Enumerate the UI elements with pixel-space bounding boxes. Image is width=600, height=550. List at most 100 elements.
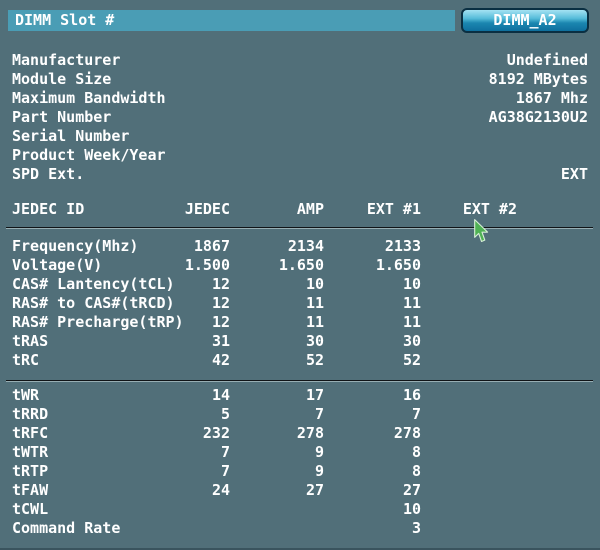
table-row: tRTP 7 9 8 (0, 462, 600, 481)
timing-row-value: 30 (402, 332, 421, 350)
timing-row-value: 9 (314, 443, 324, 461)
timing-row-value: 11 (402, 313, 421, 331)
info-row-label: Module Size (12, 70, 112, 88)
timing-row-label: Command Rate (12, 519, 121, 537)
timing-row-value: 30 (305, 332, 324, 350)
table-row: tWR 14 17 16 (0, 386, 600, 405)
timing-row-value: 8 (411, 443, 421, 461)
table-row: Frequency(Mhz) 1867 2134 2133 (0, 237, 600, 256)
table-row: tRAS 31 30 30 (0, 332, 600, 351)
table-row: RAS# to CAS#(tRCD) 12 11 11 (0, 294, 600, 313)
timing-row-value: 31 (211, 332, 230, 350)
separator-sections (6, 380, 593, 381)
jedec-header-row: JEDEC ID JEDEC AMP EXT #1 EXT #2 (0, 200, 600, 219)
timing-row-value: 12 (211, 275, 230, 293)
timing-row-value: 8 (411, 462, 421, 480)
timing-row-label: RAS# Precharge(tRP) (12, 313, 184, 331)
info-row: Maximum Bandwidth 1867 Mhz (0, 89, 600, 108)
timing-row-value: 1.650 (375, 256, 421, 274)
table-row: tRFC 232 278 278 (0, 424, 600, 443)
timing-row-value: 232 (202, 424, 230, 442)
timing-row-value: 2133 (384, 237, 421, 255)
table-row: Command Rate 3 (0, 519, 600, 538)
table-row: tCWL 10 (0, 500, 600, 519)
column-header: EXT #1 (366, 200, 421, 218)
info-row: Product Week/Year (0, 146, 600, 165)
timing-row-value: 12 (211, 294, 230, 312)
info-row: Manufacturer Undefined (0, 51, 600, 70)
info-row-label: Serial Number (12, 127, 130, 145)
timing-row-value: 7 (314, 405, 324, 423)
timing-row-label: tRTP (12, 462, 49, 480)
info-row: Part Number AG38G2130U2 (0, 108, 600, 127)
timing-row-value: 11 (305, 313, 324, 331)
table-row: tFAW 24 27 27 (0, 481, 600, 500)
info-row-value: Undefined (506, 51, 588, 69)
info-row-value: AG38G2130U2 (488, 108, 588, 126)
timing-row-value: 17 (305, 386, 324, 404)
timing-row-label: tWR (12, 386, 40, 404)
dimm-slot-title-bar: DIMM Slot # (8, 10, 455, 31)
info-row: SPD Ext. EXT (0, 165, 600, 184)
info-row-label: SPD Ext. (12, 165, 85, 183)
timing-row-value: 9 (314, 462, 324, 480)
timing-row-label: RAS# to CAS#(tRCD) (12, 294, 175, 312)
table-row: RAS# Precharge(tRP) 12 11 11 (0, 313, 600, 332)
column-header: JEDEC (184, 200, 230, 218)
timing-row-value: 11 (402, 294, 421, 312)
timing-row-value: 7 (220, 443, 230, 461)
timing-row-label: CAS# Lantency(tCL) (12, 275, 175, 293)
column-header: AMP (296, 200, 324, 218)
bottom-edge-line (0, 548, 600, 550)
timing-row-value: 27 (402, 481, 421, 499)
timing-row-value: 27 (305, 481, 324, 499)
timing-row-value: 12 (211, 313, 230, 331)
timing-row-value: 10 (402, 500, 421, 518)
timing-row-label: tCWL (12, 500, 49, 518)
table-row: tRC 42 52 52 (0, 351, 600, 370)
timing-row-value: 52 (402, 351, 421, 369)
timing-row-value: 11 (305, 294, 324, 312)
dimm-slot-value-button[interactable]: DIMM_A2 (461, 8, 589, 33)
timing-row-value: 5 (220, 405, 230, 423)
timing-row-value: 10 (402, 275, 421, 293)
info-row: Module Size 8192 MBytes (0, 70, 600, 89)
timing-row-value: 2134 (287, 237, 324, 255)
timing-row-value: 14 (211, 386, 230, 404)
timing-row-label: Frequency(Mhz) (12, 237, 139, 255)
table-row: tWTR 7 9 8 (0, 443, 600, 462)
info-row-label: Manufacturer (12, 51, 121, 69)
jedec-id-column-label: JEDEC ID (12, 200, 85, 218)
info-row-value: 1867 Mhz (515, 89, 588, 107)
column-header: EXT #2 (462, 200, 517, 218)
info-row-label: Maximum Bandwidth (12, 89, 166, 107)
timing-row-value: 1867 (193, 237, 230, 255)
info-row: Serial Number (0, 127, 600, 146)
timing-row-label: tRFC (12, 424, 49, 442)
separator-header (6, 227, 593, 228)
timing-row-value: 7 (411, 405, 421, 423)
timing-row-value: 24 (211, 481, 230, 499)
timing-row-value: 16 (402, 386, 421, 404)
info-row-label: Product Week/Year (12, 146, 166, 164)
timing-row-value: 52 (305, 351, 324, 369)
timing-row-label: Voltage(V) (12, 256, 103, 274)
dimm-slot-value-label: DIMM_A2 (493, 11, 557, 29)
info-row-value: 8192 MBytes (488, 70, 588, 88)
timing-row-label: tRRD (12, 405, 49, 423)
timing-row-value: 278 (393, 424, 421, 442)
timing-row-label: tWTR (12, 443, 49, 461)
info-row-label: Part Number (12, 108, 112, 126)
timing-row-value: 1.500 (184, 256, 230, 274)
timing-row-label: tFAW (12, 481, 49, 499)
timing-row-label: tRAS (12, 332, 49, 350)
timing-row-value: 10 (305, 275, 324, 293)
timing-row-value: 42 (211, 351, 230, 369)
timing-row-value: 7 (220, 462, 230, 480)
table-row: Voltage(V) 1.500 1.650 1.650 (0, 256, 600, 275)
timing-row-value: 3 (411, 519, 421, 537)
table-row: tRRD 5 7 7 (0, 405, 600, 424)
info-row-value: EXT (560, 165, 588, 183)
dimm-slot-title-label: DIMM Slot # (15, 11, 115, 29)
